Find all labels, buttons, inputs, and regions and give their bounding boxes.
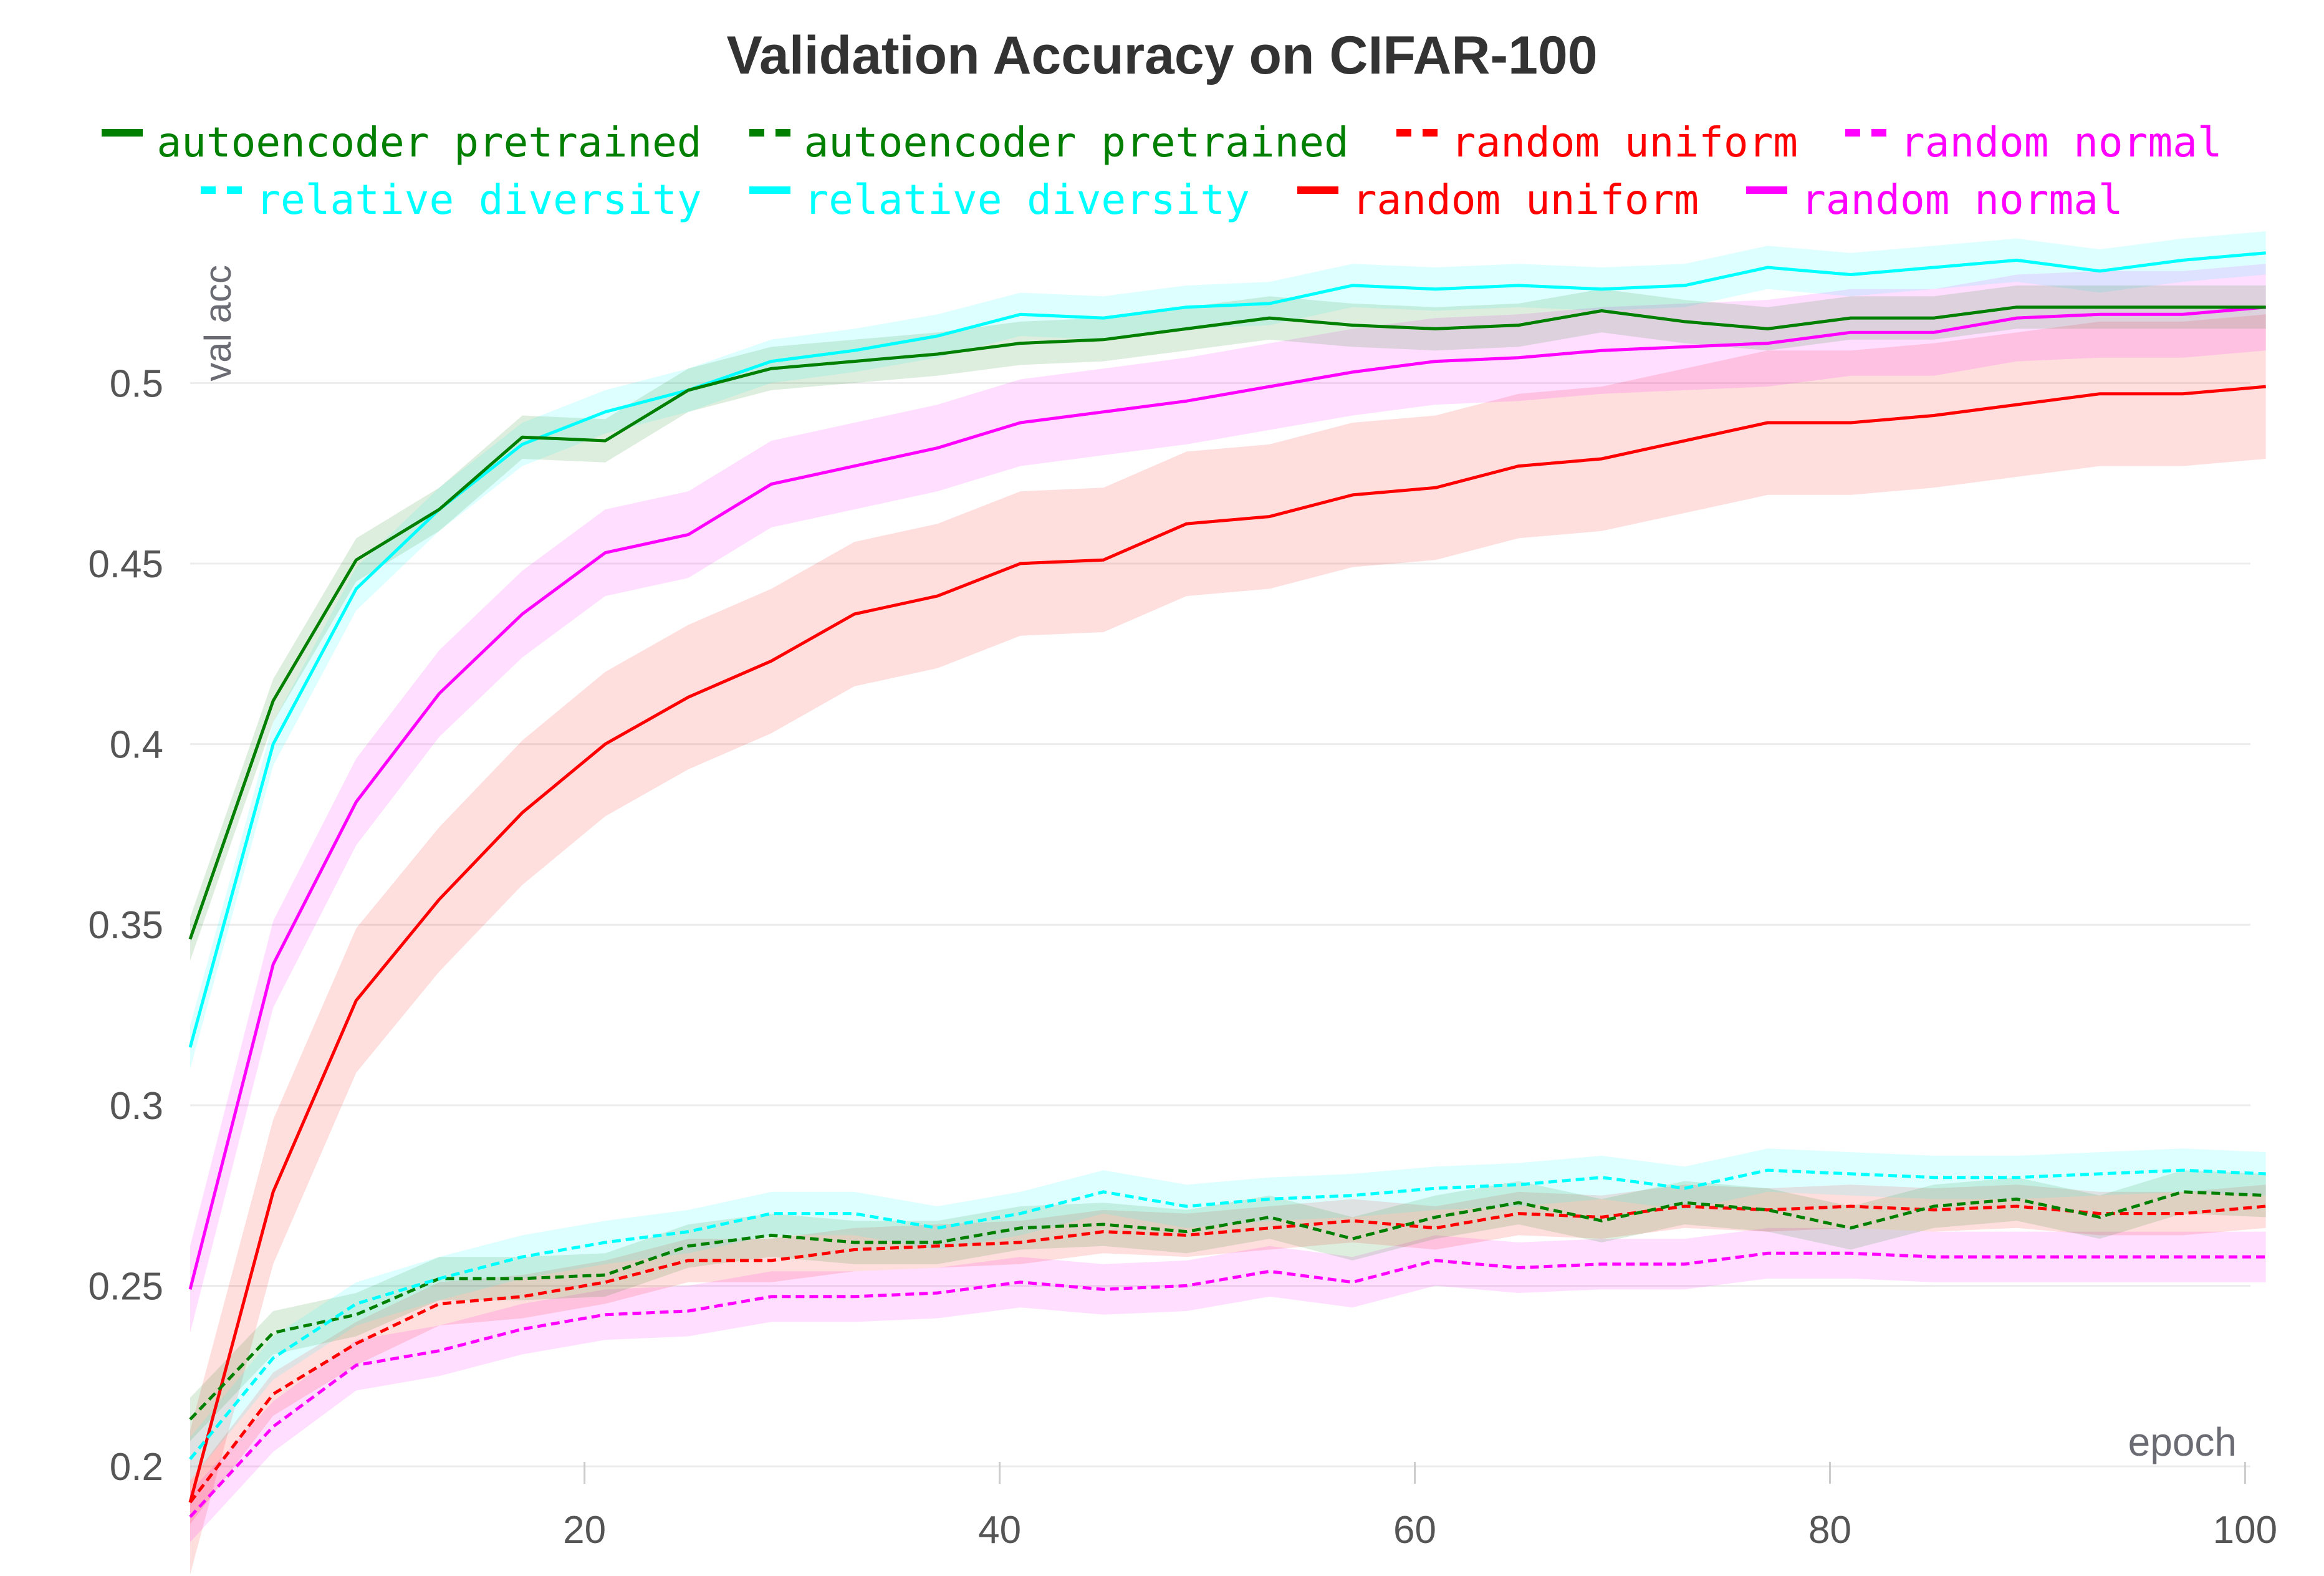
y-tick-label: 0.35 [88,904,163,947]
legend-row-2: relative diversity relative diversity ra… [0,176,2324,224]
x-tick-label: 20 [563,1509,606,1552]
legend-row-1: autoencoder pretrained autoencoder pretr… [0,118,2324,166]
y-tick-label: 0.5 [110,362,163,405]
series-line [188,305,2266,1290]
x-tick-label: 60 [1393,1509,1436,1552]
x-tick-label: 40 [978,1509,1021,1552]
legend-label: autoencoder pretrained [804,118,1349,166]
series-line [189,1168,2266,1461]
series-line [188,305,2266,940]
legend-label: relative diversity [804,176,1250,224]
axis-layer: val acc epoch 0.2 0.25 0.3 0.35 0.4 0.45 0.5 20… [88,265,2277,1552]
legend-swatch-solid [1297,186,1338,194]
legend-label: random uniform [1451,118,1798,166]
y-axis-label: val acc [197,265,239,382]
band-layer [190,231,2266,1575]
legend-swatch-dashed [1845,128,1887,137]
y-tick-label: 0.4 [110,724,163,767]
legend-item-relative-diversity-solid[interactable]: relative diversity [749,176,1250,224]
legend-label: random uniform [1352,176,1699,224]
legend-label: relative diversity [256,176,702,224]
legend-swatch-dashed [201,186,242,194]
grid-layer [190,382,2250,1484]
legend-swatch-solid [1746,186,1788,194]
chart-title: Validation Accuracy on CIFAR-100 [726,26,1598,85]
legend-swatch-dashed [749,128,790,137]
legend-swatch-solid [749,186,790,194]
legend-item-autoencoder-pretrained-solid[interactable]: autoencoder pretrained [102,118,702,166]
x-tick-label: 80 [1808,1509,1851,1552]
legend-item-random-uniform-solid[interactable]: random uniform [1297,176,1699,224]
series-band [190,1184,2266,1524]
series-line [188,385,2266,1503]
legend-label: random normal [1801,176,2123,224]
legend-item-random-normal-solid[interactable]: random normal [1746,176,2123,224]
series-line [189,1251,2266,1518]
legend-item-autoencoder-pretrained-dashed[interactable]: autoencoder pretrained [749,118,1349,166]
y-tick-label: 0.25 [88,1265,163,1308]
x-tick-label: 100 [2213,1509,2277,1552]
legend-swatch-solid [102,128,143,137]
series-band [190,1170,2266,1441]
legend-item-relative-diversity-dashed[interactable]: relative diversity [201,176,702,224]
y-tick-label: 0.2 [110,1446,163,1489]
series-band [190,264,2266,1333]
y-tick-label: 0.3 [110,1085,163,1128]
legend-item-random-uniform-dashed[interactable]: random uniform [1396,118,1798,166]
legend-swatch-dashed [1396,128,1438,137]
legend-label: random normal [1900,118,2222,166]
series-band [190,1148,2266,1481]
series-band [190,314,2266,1575]
x-axis-label: epoch [2128,1420,2237,1464]
legend-item-random-normal-dashed[interactable]: random normal [1845,118,2222,166]
series-line [189,1190,2266,1421]
line-layer [188,251,2266,1518]
y-tick-label: 0.45 [88,543,163,586]
legend-label: autoencoder pretrained [156,118,702,166]
